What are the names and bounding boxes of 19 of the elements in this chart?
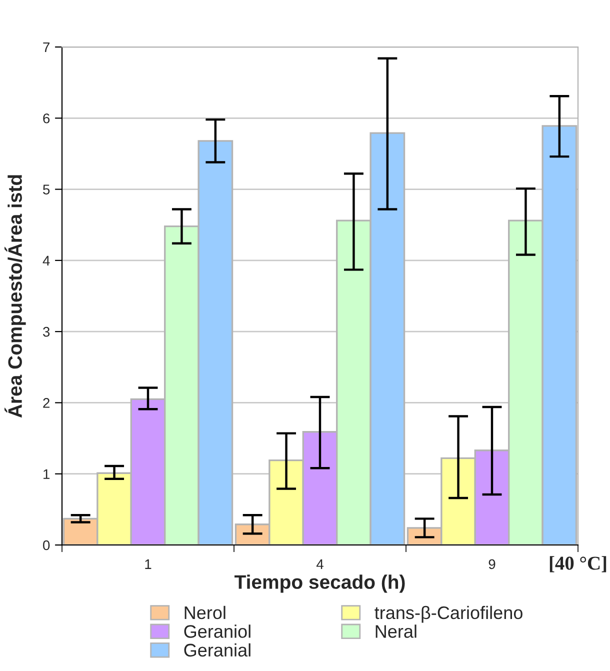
y-axis-title: Área Compuesto/Área istd [4, 175, 26, 418]
legend-label: Geraniol [184, 624, 250, 638]
text: [40 °C] [550, 556, 606, 572]
x-tick-label: 4 [316, 559, 324, 569]
y-tick-label: 3 [43, 326, 50, 337]
x-tick-label: 9 [488, 559, 496, 570]
y-tick-label: 0 [43, 540, 50, 550]
x-tick-label: 1 [145, 559, 152, 569]
legend-label: Neral [376, 624, 416, 638]
y-tick-label: 7 [43, 42, 50, 52]
legend-label: Nerol [184, 606, 226, 620]
y-tick-label: 4 [42, 256, 50, 266]
legend-label: trans-β-Cariofileno [374, 606, 522, 623]
y-tick-label: 2 [43, 398, 50, 408]
legend-label: Geranial [184, 643, 250, 657]
x-axis-title: Tiempo secado (h) [234, 574, 405, 593]
y-tick-label: 5 [43, 184, 50, 194]
y-tick-label: 1 [44, 469, 50, 479]
y-tick-label: 6 [43, 113, 50, 124]
